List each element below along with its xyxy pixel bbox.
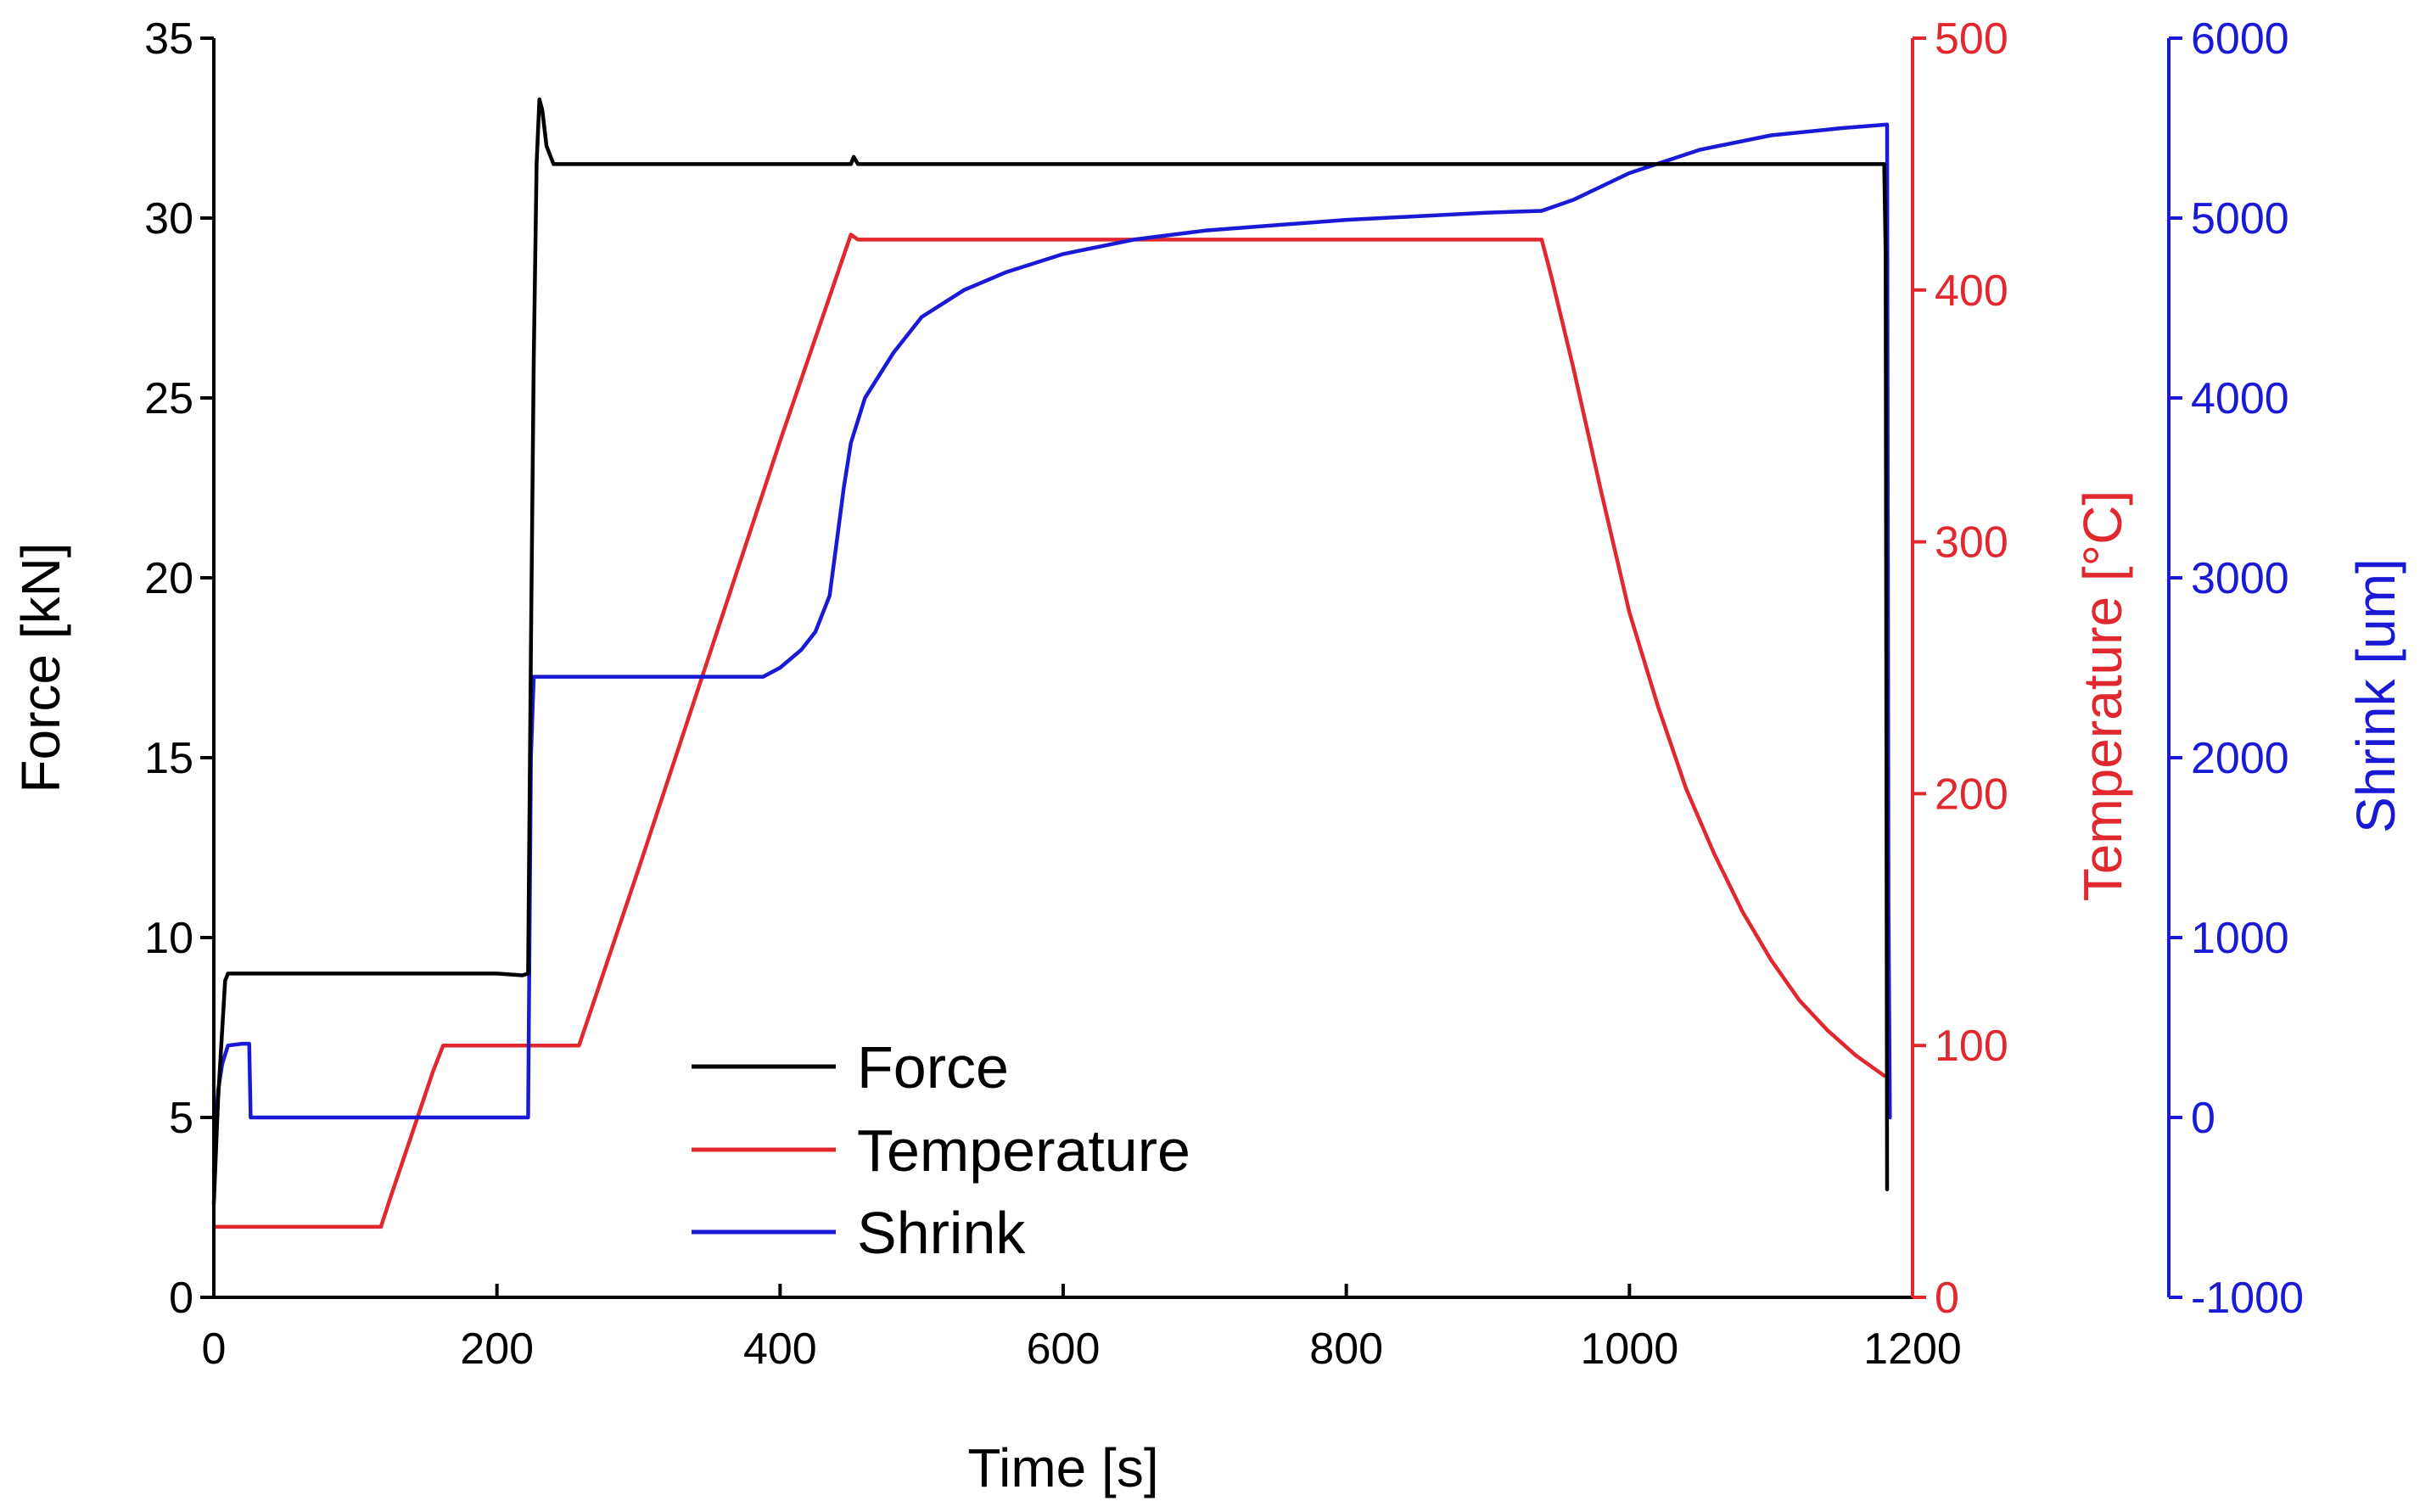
- force-tick-label: 30: [144, 194, 193, 244]
- force-tick-label: 5: [169, 1094, 193, 1143]
- temperature-tick-label: 0: [1935, 1274, 1959, 1323]
- x-tick-label: 0: [202, 1324, 227, 1374]
- shrink-tick-label: 0: [2191, 1094, 2215, 1143]
- force-tick-label: 35: [144, 14, 193, 64]
- shrink-tick-label: -1000: [2191, 1274, 2304, 1323]
- shrink-tick-label: 4000: [2191, 374, 2289, 423]
- series-line-temperature: [211, 232, 1886, 1229]
- shrink-tick-label: 6000: [2191, 14, 2289, 64]
- temperature-tick-label: 300: [1935, 518, 2008, 568]
- x-tick-label: 1000: [1580, 1324, 1678, 1374]
- temperature-tick-label: 500: [1935, 14, 2008, 64]
- x-axis: 0 200 400 600 800 1000 1200: [202, 1284, 1962, 1374]
- x-tick-label: 400: [743, 1324, 817, 1374]
- series-layer: [211, 97, 1892, 1229]
- force-tick-label: 15: [144, 734, 193, 783]
- x-tick-label: 800: [1309, 1324, 1383, 1374]
- legend-label-temperature: Temperature: [857, 1117, 1190, 1184]
- temperature-axis-title: Temperature [°C]: [2072, 490, 2133, 901]
- series-line-force: [211, 97, 1890, 1207]
- force-tick-label: 0: [169, 1274, 193, 1323]
- shrink-tick-label: 3000: [2191, 554, 2289, 603]
- force-tick-label: 25: [144, 374, 193, 423]
- temperature-tick-label: 100: [1935, 1022, 2008, 1071]
- x-axis-title: Time [s]: [967, 1437, 1158, 1498]
- x-tick-label: 200: [460, 1324, 534, 1374]
- legend: Force Temperature Shrink: [692, 1034, 1190, 1266]
- shrink-tick-label: 2000: [2191, 734, 2289, 783]
- force-tick-label: 10: [144, 914, 193, 963]
- shrink-tick-label: 1000: [2191, 914, 2289, 963]
- x-tick-label: 600: [1027, 1324, 1101, 1374]
- y-axis-temperature: 0 100 200 300 400 500: [1911, 14, 2008, 1323]
- temperature-tick-label: 400: [1935, 266, 2008, 316]
- legend-label-force: Force: [857, 1034, 1009, 1100]
- y-axis-shrink: -1000 0 1000 2000 3000 4000 5000 6000: [2167, 14, 2304, 1323]
- y-axis-force: 0 5 10 15 20 25 30 35: [144, 14, 216, 1323]
- x-tick-label: 1200: [1863, 1324, 1962, 1374]
- force-axis-title: Force [kN]: [10, 542, 71, 792]
- legend-label-shrink: Shrink: [857, 1200, 1026, 1266]
- force-tick-label: 20: [144, 554, 193, 603]
- shrink-tick-label: 5000: [2191, 194, 2289, 244]
- shrink-axis-title: Shrink [um]: [2345, 558, 2406, 833]
- series-line-shrink: [211, 122, 1892, 1173]
- temperature-tick-label: 200: [1935, 770, 2008, 819]
